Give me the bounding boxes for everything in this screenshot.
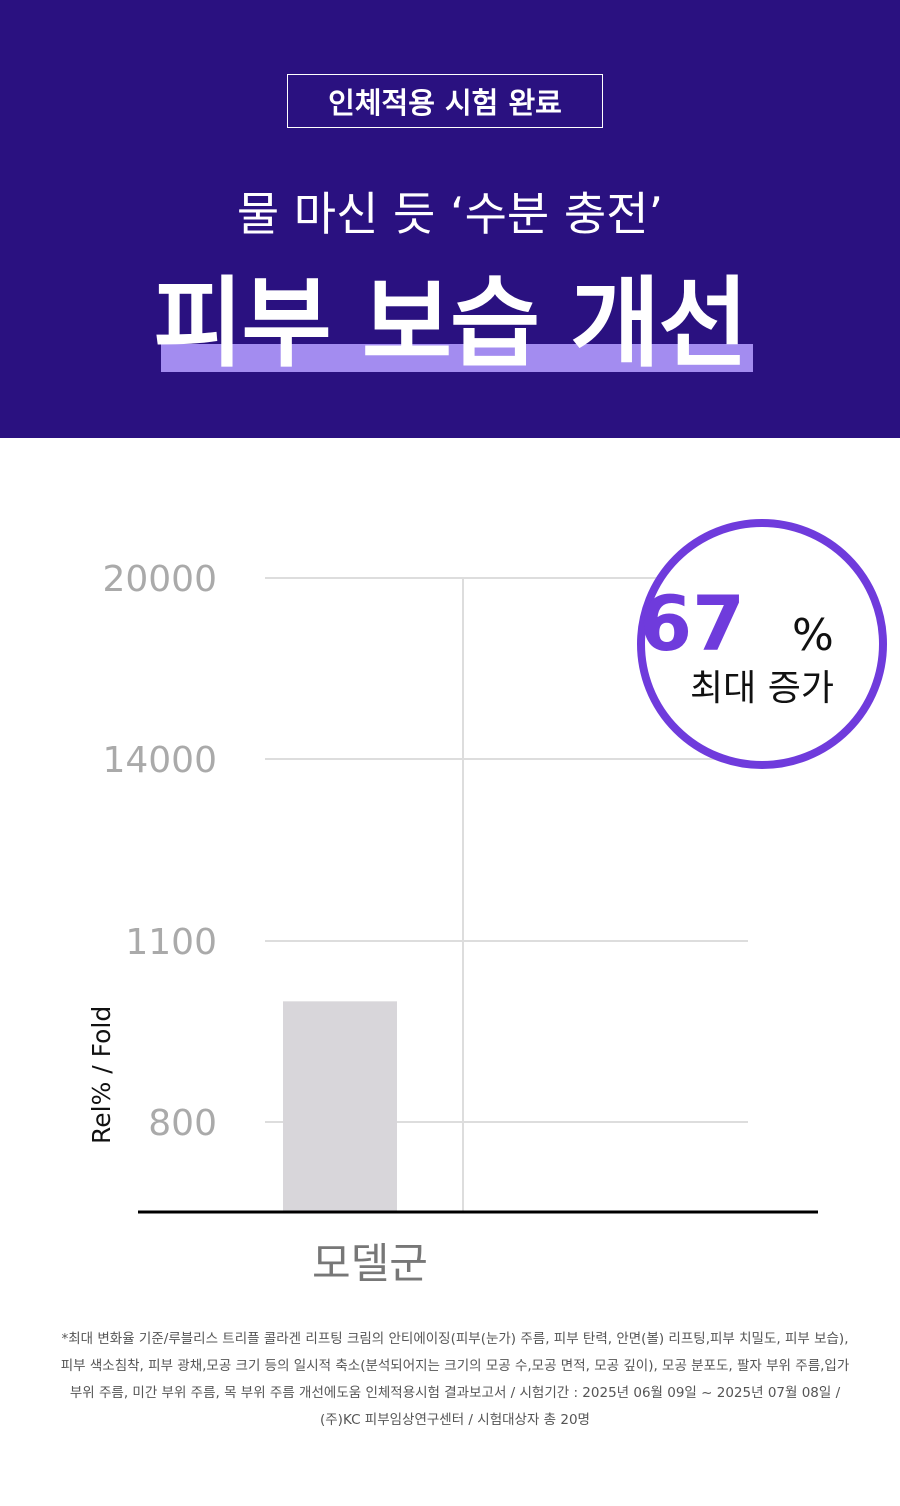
title-highlight: [161, 344, 753, 372]
bar: [283, 1001, 397, 1212]
callout-circle: 67 % 최대 증가: [637, 519, 887, 769]
y-tick-label: 14000: [102, 740, 217, 781]
footnote: *최대 변화율 기준/루블리스 트리플 콜라겐 리프팅 크림의 안티에이징(피부…: [60, 1331, 850, 1428]
bar-chart: 800 1100 14000 20000 모델군 Rel% / Fold 67 % 최…: [87, 519, 887, 1288]
y-tick-label: 800: [148, 1103, 217, 1144]
y-tick-label: 1100: [125, 922, 217, 963]
callout-label: 최대 증가: [690, 668, 834, 709]
callout-value: 67: [639, 579, 745, 668]
callout-unit: %: [792, 610, 834, 661]
subtitle: 물 마신 듯 ‘수분 충전’: [236, 187, 664, 241]
page-title: 피부 보습 개선: [153, 267, 748, 381]
x-tick-label: 모델군: [312, 1239, 428, 1288]
test-complete-badge: 인체적용 시험 완료: [287, 74, 603, 128]
y-axis-label: Rel% / Fold: [87, 1006, 116, 1144]
header-banner: 인체적용 시험 완료 물 마신 듯 ‘수분 충전’ 피부 보습 개선: [0, 0, 900, 438]
y-tick-label: 20000: [102, 559, 217, 600]
